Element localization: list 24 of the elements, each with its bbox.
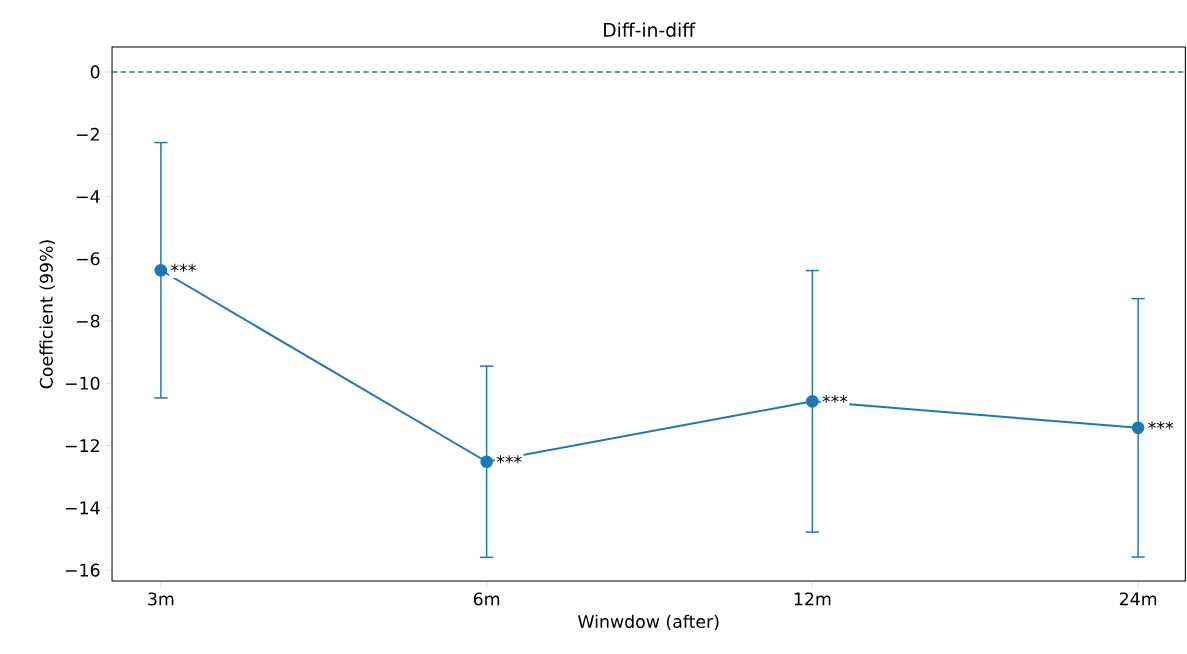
y-tick-label: −8 [76,314,100,328]
x-tick-label: 12m [794,592,831,606]
x-tick-label: 6m [473,592,500,606]
y-tick-label: −12 [65,439,99,452]
y-tick-label: −14 [65,501,100,515]
y-tick-label: −16 [65,563,100,577]
point [806,395,819,408]
y-axis-title: Coefficient (99%) [39,240,55,389]
y-tick-label: −2 [76,127,99,141]
y-tick-label: 0 [90,65,100,79]
point [1131,421,1145,435]
chart-title: Diff-in-diff [604,22,696,37]
x-tick-label: 3m [148,592,174,606]
y-tick-label: −6 [76,252,100,266]
annotation: *** [1148,421,1174,430]
annotation: *** [822,394,848,403]
annotation: *** [496,455,522,464]
x-axis-title: Winwdow (after) [577,614,719,631]
x-tick-label: 24m [1119,592,1157,606]
point [480,455,493,469]
point [154,263,168,277]
y-tick-label: −10 [65,376,100,390]
y-tick-label: −4 [76,190,100,203]
annotation: *** [170,263,196,272]
